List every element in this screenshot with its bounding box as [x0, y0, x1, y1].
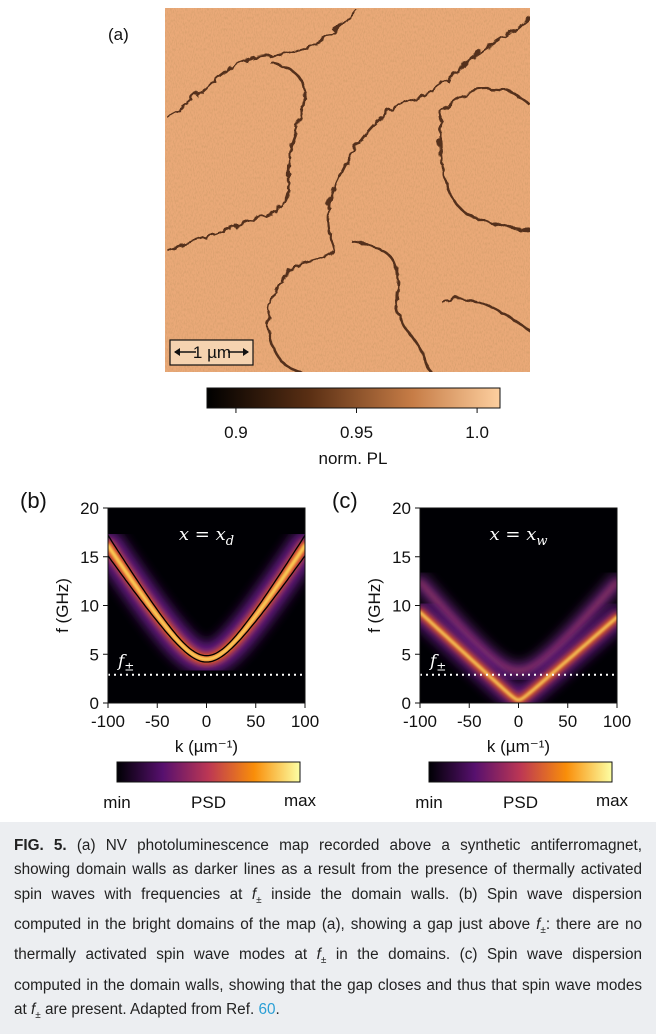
x-tick-label: 50	[558, 712, 577, 731]
caption-text: (a) NV photoluminescence map recorded ab…	[14, 837, 643, 903]
colorbar-tick-label: 0.95	[340, 423, 373, 442]
y-tick-label: 0	[90, 694, 99, 713]
colorbar-max: max	[596, 791, 629, 810]
x-tick-label: 50	[246, 712, 265, 731]
annotation: x = xw	[490, 524, 548, 549]
x-tick-label: -50	[457, 712, 482, 731]
annotation: x = xd	[179, 524, 234, 549]
scale-bar: 1 µm	[169, 339, 254, 366]
heatmap	[108, 508, 305, 703]
sub: ±	[540, 924, 546, 936]
y-tick-label: 5	[90, 645, 99, 664]
colorbar-tick-label: 0.9	[224, 423, 248, 442]
figure: 1 µm (a) norm. PL 0.9 0.95 1.0f±x = xd-100…	[20, 8, 631, 812]
annotation-text: x = x	[490, 524, 537, 545]
math: f	[536, 915, 541, 933]
level-sub: ±	[436, 660, 446, 674]
panel-label: (c)	[332, 488, 358, 513]
math: f	[31, 1000, 36, 1018]
colorbar-max: max	[284, 791, 317, 810]
x-tick-label: -50	[145, 712, 170, 731]
dispersion-band	[108, 534, 305, 657]
y-tick-label: 10	[392, 597, 411, 616]
annotation-sub: d	[226, 534, 234, 549]
dispersion-band	[420, 610, 617, 702]
caption-text: are present. Adapted from Ref.	[40, 1000, 259, 1018]
caption-text: inside the domain walls. (b) Spin wave d…	[14, 885, 642, 933]
colorbar	[428, 761, 613, 783]
colorbar-tick-label: 1.0	[465, 423, 489, 442]
level-name: f	[116, 652, 127, 672]
annotation-sub: w	[536, 534, 547, 549]
colorbar	[206, 387, 501, 409]
dispersion-band	[108, 543, 305, 662]
panel-label: (b)	[20, 488, 47, 513]
panel-label: (a)	[108, 25, 129, 44]
dispersion-band	[108, 555, 305, 663]
colorbar-label: norm. PL	[319, 449, 388, 468]
x-axis-label: k (µm⁻¹)	[175, 737, 238, 756]
caption-text: .	[275, 1000, 280, 1018]
y-axis-label: f (GHz)	[365, 578, 384, 633]
level-sub: ±	[124, 660, 134, 674]
colorbar-min: min	[415, 793, 442, 812]
y-tick-label: 10	[80, 597, 99, 616]
colorbar-min: min	[103, 793, 130, 812]
y-tick-label: 15	[80, 548, 99, 567]
y-tick-label: 20	[392, 499, 411, 518]
pl-map	[165, 8, 530, 372]
caption-text: in the domains. (c) Spin wave dispersion…	[14, 946, 642, 1018]
sub: ±	[35, 1009, 41, 1021]
annotation-text: x = x	[179, 524, 226, 545]
y-tick-label: 5	[402, 645, 411, 664]
caption-text: : there are no thermally activated spin …	[14, 915, 642, 964]
y-axis-label: f (GHz)	[53, 578, 72, 633]
heatmap	[420, 508, 617, 703]
x-axis-label: k (µm⁻¹)	[487, 737, 550, 756]
lab: FIG. 5.	[14, 837, 67, 854]
colorbar	[116, 761, 301, 783]
level-label: f±	[428, 652, 446, 674]
x-tick-label: 100	[291, 712, 319, 731]
link[interactable]: 60	[258, 1000, 276, 1018]
colorbar-label: PSD	[503, 793, 538, 812]
colorbar-label: PSD	[191, 793, 226, 812]
x-tick-label: 0	[202, 712, 211, 731]
scale-bar-label: 1 µm	[193, 343, 231, 362]
sub: ±	[320, 955, 327, 967]
x-tick-label: 0	[514, 712, 523, 731]
caption: FIG. 5. (a) NV photoluminescence map rec…	[0, 822, 656, 1034]
level-name: f	[428, 652, 439, 672]
dispersion-band	[420, 580, 617, 673]
x-tick-label: 100	[603, 712, 631, 731]
x-tick-label: -100	[403, 712, 437, 731]
math: f	[316, 946, 321, 964]
y-tick-label: 0	[402, 694, 411, 713]
y-tick-label: 15	[392, 548, 411, 567]
math: f	[251, 885, 257, 903]
sub: ±	[256, 894, 262, 906]
y-tick-label: 20	[80, 499, 99, 518]
x-tick-label: -100	[91, 712, 125, 731]
level-label: f±	[116, 652, 134, 674]
